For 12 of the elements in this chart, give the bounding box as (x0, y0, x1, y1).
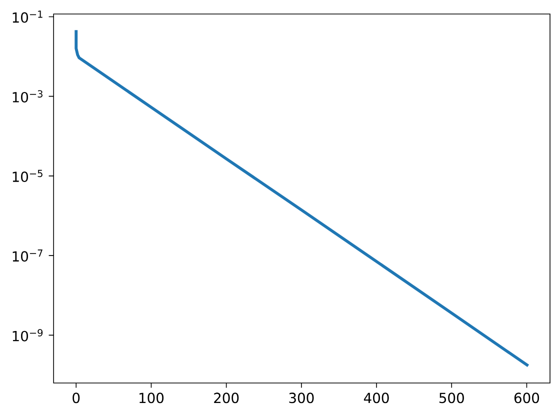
x-tick-label: 0 (72, 392, 80, 404)
x-tick-label: 100 (140, 392, 164, 404)
y-tick-label: 10$^{−7}$ (12, 250, 42, 262)
x-tick-label: 500 (439, 392, 464, 404)
y-tick-label: 10$^{−9}$ (12, 329, 43, 342)
x-tick-label: 200 (214, 392, 239, 404)
x-tick-label: 300 (289, 392, 314, 404)
y-tick-label: 10$^{−5}$ (12, 170, 42, 182)
x-tick-label: 600 (514, 392, 540, 404)
y-tick-label: 10$^{−3}$ (12, 90, 42, 102)
y-tick-label: 10$^{−1}$ (12, 10, 42, 23)
x-tick-label: 400 (364, 392, 389, 404)
